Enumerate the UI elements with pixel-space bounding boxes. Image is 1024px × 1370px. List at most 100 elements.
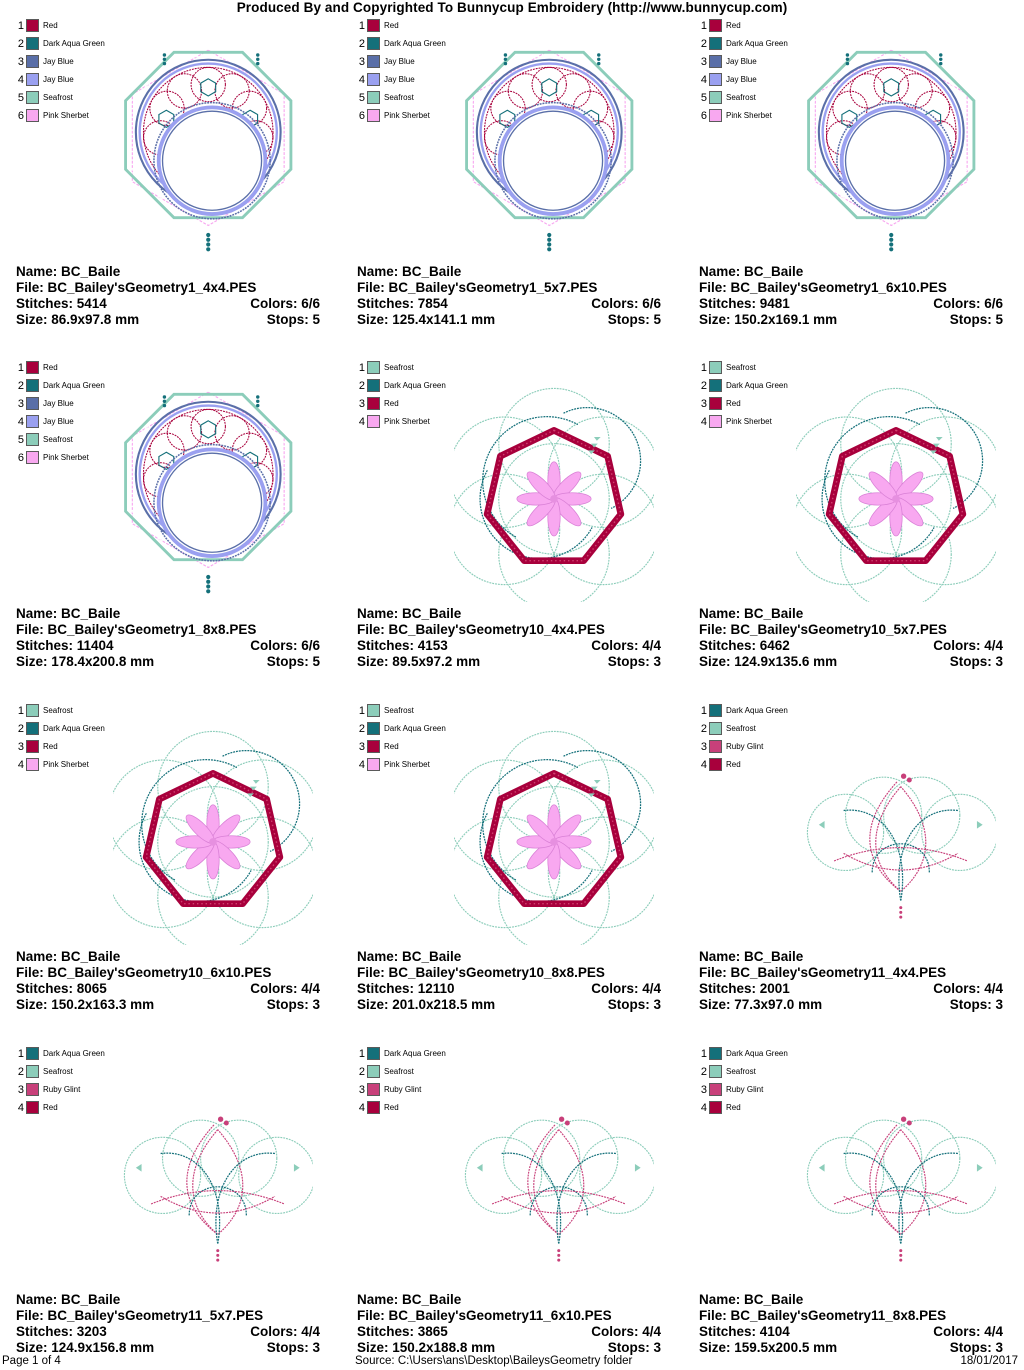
embroidery-design-preview [806, 773, 996, 919]
design-size: Size: 124.9x156.8 mm Stops: 3 [16, 1340, 320, 1355]
thread-name: Dark Aqua Green [384, 724, 446, 733]
thread-name: Pink Sherbet [43, 760, 89, 769]
thread-number: 3 [358, 56, 365, 68]
thread-swatch [367, 91, 380, 104]
thread-number: 1 [358, 705, 365, 717]
design-stitches: Stitches: 3865 Colors: 4/4 [357, 1324, 661, 1339]
design-name: Name: BC_Baile [699, 606, 804, 621]
thread-name: Seafrost [726, 363, 756, 372]
thread-swatch [367, 361, 380, 374]
thread-name: Pink Sherbet [726, 111, 772, 120]
design-card: 1 Dark Aqua Green 2 Seafrost 3 Ruby Glint 4 Red… [8, 1038, 328, 1368]
thread-number: 1 [700, 20, 707, 32]
design-card: 1 Seafrost 2 Dark Aqua Green 3 Red 4 Pink Sherb… [349, 695, 669, 1025]
design-name: Name: BC_Baile [699, 264, 804, 279]
thread-number: 5 [700, 92, 707, 104]
thread-name: Seafrost [43, 435, 73, 444]
embroidery-design-preview [807, 49, 976, 252]
design-stitches: Stitches: 12110 Colors: 4/4 [357, 981, 661, 996]
design-stitches: Stitches: 4104 Colors: 4/4 [699, 1324, 1003, 1339]
thread-name: Seafrost [384, 363, 414, 372]
thread-number: 6 [358, 110, 365, 122]
thread-swatch [709, 109, 722, 122]
thread-name: Red [384, 1103, 399, 1112]
thread-swatch [367, 397, 380, 410]
thread-name: Seafrost [384, 1067, 414, 1076]
thread-swatch [26, 740, 39, 753]
thread-name: Dark Aqua Green [384, 39, 446, 48]
design-file: File: BC_Bailey'sGeometry1_5x7.PES [357, 280, 598, 295]
thread-name: Ruby Glint [726, 1085, 764, 1094]
design-card: 1 Red 2 Dark Aqua Green 3 Jay Blue 4 Jay Blue 5 S… [691, 10, 1011, 340]
thread-swatch [26, 722, 39, 735]
design-info: Name: BC_Baile File: BC_Bailey'sGeometry1… [357, 264, 661, 328]
design-size: Size: 150.2x188.8 mm Stops: 3 [357, 1340, 661, 1355]
thread-name: Seafrost [726, 93, 756, 102]
design-name: Name: BC_Baile [357, 606, 462, 621]
thread-swatch [367, 1065, 380, 1078]
design-stitches: Stitches: 8065 Colors: 4/4 [16, 981, 320, 996]
embroidery-design-preview [454, 387, 654, 602]
thread-number: 2 [358, 38, 365, 50]
thread-number: 3 [700, 1084, 707, 1096]
design-stitches: Stitches: 3203 Colors: 4/4 [16, 1324, 320, 1339]
thread-number: 1 [358, 1048, 365, 1060]
thread-name: Dark Aqua Green [726, 381, 788, 390]
thread-swatch [367, 704, 380, 717]
thread-swatch [709, 379, 722, 392]
thread-name: Dark Aqua Green [384, 381, 446, 390]
page-number: Page 1 of 4 [2, 1355, 61, 1367]
thread-number: 3 [700, 398, 707, 410]
design-name: Name: BC_Baile [357, 949, 462, 964]
design-file: File: BC_Bailey'sGeometry1_8x8.PES [16, 622, 257, 637]
thread-number: 5 [17, 434, 24, 446]
design-size: Size: 124.9x135.6 mm Stops: 3 [699, 654, 1003, 669]
thread-name: Dark Aqua Green [43, 1049, 105, 1058]
thread-name: Dark Aqua Green [726, 39, 788, 48]
design-info: Name: BC_Baile File: BC_Bailey'sGeometry1… [357, 1292, 661, 1356]
thread-name: Seafrost [43, 1067, 73, 1076]
design-card: 1 Red 2 Dark Aqua Green 3 Jay Blue 4 Jay Blue 5 S… [8, 10, 328, 340]
thread-number: 4 [17, 74, 24, 86]
thread-number: 3 [358, 1084, 365, 1096]
thread-swatch [26, 37, 39, 50]
thread-number: 4 [17, 416, 24, 428]
thread-swatch [26, 361, 39, 374]
thread-number: 2 [700, 38, 707, 50]
design-name: Name: BC_Baile [699, 949, 804, 964]
design-card: 1 Seafrost 2 Dark Aqua Green 3 Red 4 Pink Sherb… [691, 352, 1011, 682]
thread-number: 4 [17, 1102, 24, 1114]
design-stitches: Stitches: 9481 Colors: 6/6 [699, 296, 1003, 311]
thread-name: Seafrost [726, 1067, 756, 1076]
thread-name: Pink Sherbet [726, 417, 772, 426]
thread-name: Red [726, 21, 741, 30]
thread-number: 3 [17, 1084, 24, 1096]
thread-number: 3 [358, 398, 365, 410]
design-stitches: Stitches: 6462 Colors: 4/4 [699, 638, 1003, 653]
thread-name: Jay Blue [43, 75, 74, 84]
design-size: Size: 89.5x97.2 mm Stops: 3 [357, 654, 661, 669]
thread-swatch [709, 73, 722, 86]
design-card: 1 Dark Aqua Green 2 Seafrost 3 Ruby Glint 4 Red… [691, 1038, 1011, 1368]
thread-name: Jay Blue [43, 57, 74, 66]
thread-number: 4 [700, 759, 707, 771]
thread-name: Red [43, 742, 58, 751]
thread-number: 3 [17, 398, 24, 410]
design-size: Size: 150.2x169.1 mm Stops: 5 [699, 312, 1003, 327]
design-size: Size: 77.3x97.0 mm Stops: 3 [699, 997, 1003, 1012]
design-card: 1 Red 2 Dark Aqua Green 3 Jay Blue 4 Jay Blue 5 S… [349, 10, 669, 340]
thread-swatch [367, 1047, 380, 1060]
thread-name: Red [43, 21, 58, 30]
thread-name: Jay Blue [384, 75, 415, 84]
design-card: 1 Dark Aqua Green 2 Seafrost 3 Ruby Glint 4 Red… [691, 695, 1011, 1025]
thread-number: 1 [700, 362, 707, 374]
thread-name: Jay Blue [726, 57, 757, 66]
thread-name: Jay Blue [384, 57, 415, 66]
thread-number: 4 [17, 759, 24, 771]
design-file: File: BC_Bailey'sGeometry1_6x10.PES [699, 280, 947, 295]
design-info: Name: BC_Baile File: BC_Bailey'sGeometry1… [16, 606, 320, 670]
thread-swatch [367, 55, 380, 68]
thread-swatch [26, 55, 39, 68]
design-file: File: BC_Bailey'sGeometry1_4x4.PES [16, 280, 257, 295]
